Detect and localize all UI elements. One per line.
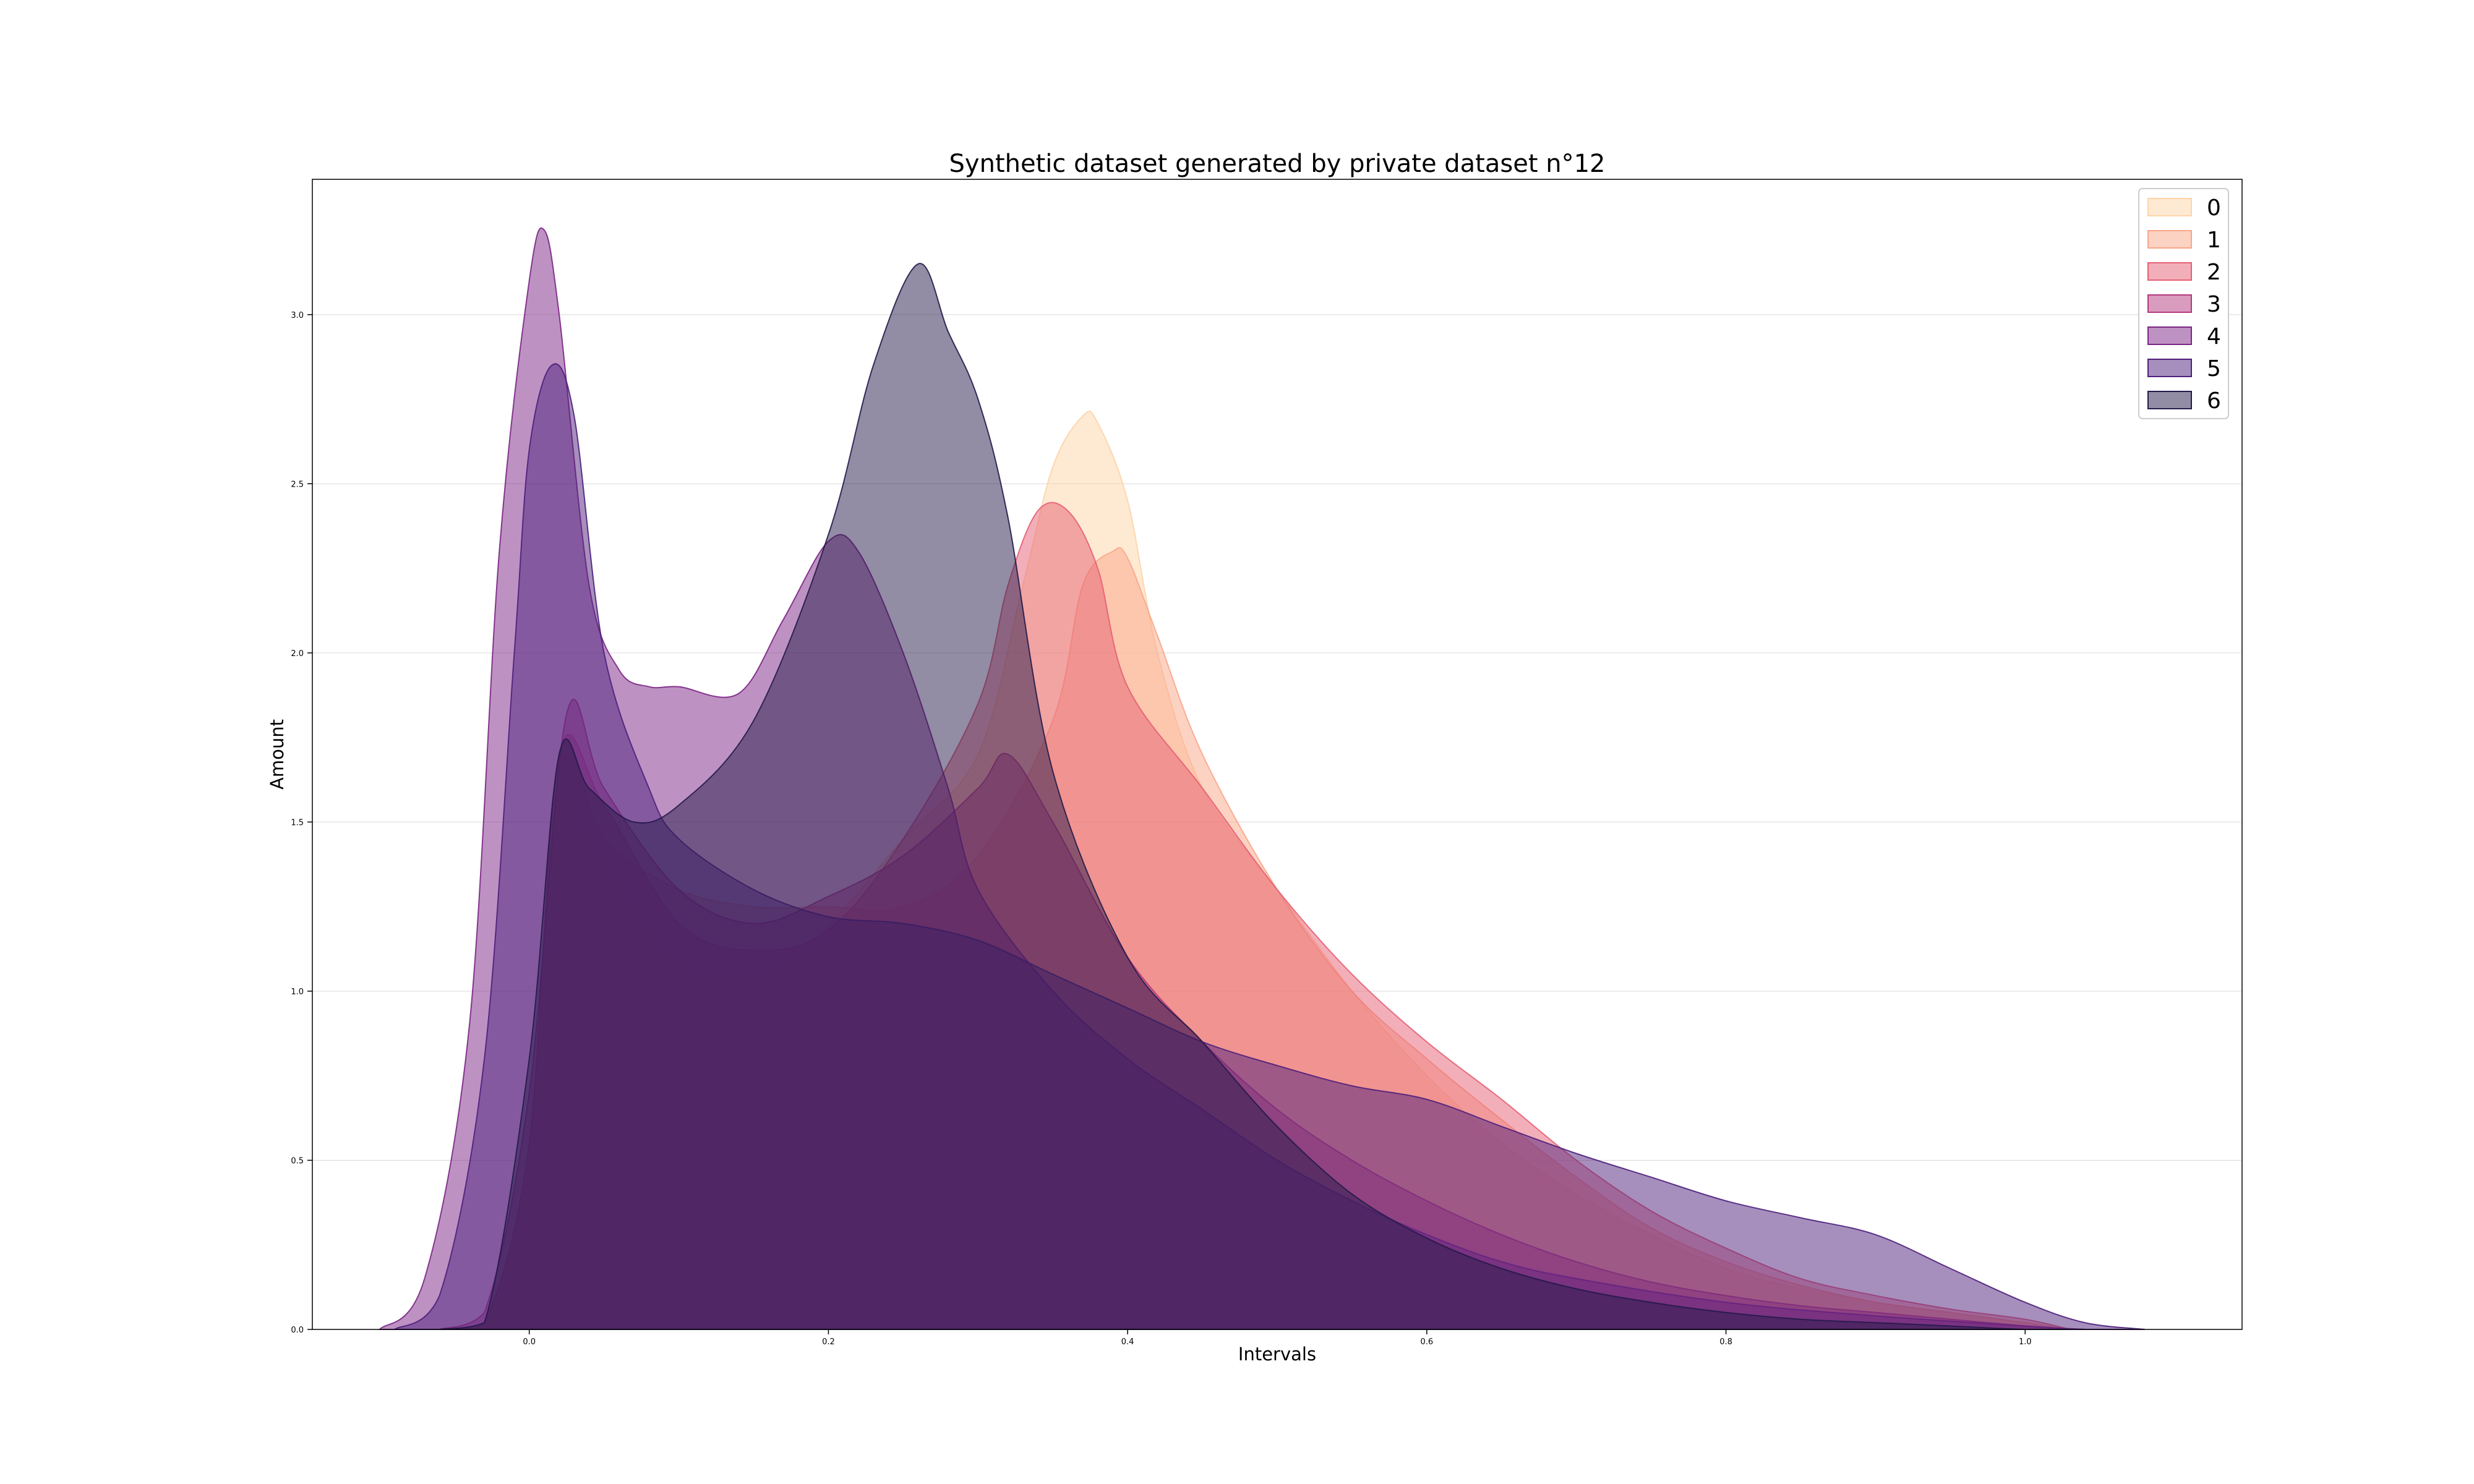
legend-swatch-2 [2147, 262, 2192, 281]
legend-label-3: 3 [2207, 292, 2221, 317]
legend-label-2: 2 [2207, 260, 2221, 285]
y-tick-label: 0.5 [291, 1156, 304, 1166]
legend-swatch-3 [2147, 294, 2192, 313]
y-tick-label: 2.0 [291, 649, 304, 659]
plot-frame [312, 179, 2243, 1330]
legend-label-0: 0 [2207, 195, 2221, 221]
x-tick-label: 0.6 [1421, 1337, 1434, 1347]
legend-swatch-5 [2147, 359, 2192, 377]
legend: 0 1 2 3 4 5 6 [2138, 188, 2229, 419]
chart-title: Synthetic dataset generated by private d… [949, 150, 1606, 178]
x-tick-label: 1.0 [2019, 1337, 2032, 1347]
legend-label-5: 5 [2207, 356, 2221, 382]
legend-label-6: 6 [2207, 388, 2221, 414]
legend-swatch-1 [2147, 230, 2192, 249]
legend-swatch-0 [2147, 198, 2192, 216]
x-tick-label: 0.4 [1121, 1337, 1134, 1347]
legend-label-4: 4 [2207, 324, 2221, 349]
axis-ticks: 0.0 0.5 1.0 1.5 2.0 2.5 3.0 0.0 0.2 0.4 0.6 0.8 1.0 [291, 311, 2031, 1347]
y-tick-label: 3.0 [291, 311, 304, 320]
x-tick-label: 0.2 [822, 1337, 835, 1347]
y-axis-label: Amount [267, 719, 288, 790]
series-area-6 [439, 263, 2070, 1331]
series-areas [378, 227, 2145, 1331]
legend-swatch-4 [2147, 326, 2192, 345]
x-tick-label: 0.0 [523, 1337, 536, 1347]
y-tick-label: 1.5 [291, 818, 304, 827]
legend-label-1: 1 [2207, 228, 2221, 253]
x-tick-label: 0.8 [1719, 1337, 1732, 1347]
legend-swatch-6 [2147, 391, 2192, 409]
y-tick-label: 0.0 [291, 1326, 304, 1335]
y-tick-label: 1.0 [291, 987, 304, 997]
y-tick-label: 2.5 [291, 480, 304, 489]
x-axis-label: Intervals [1238, 1344, 1316, 1365]
